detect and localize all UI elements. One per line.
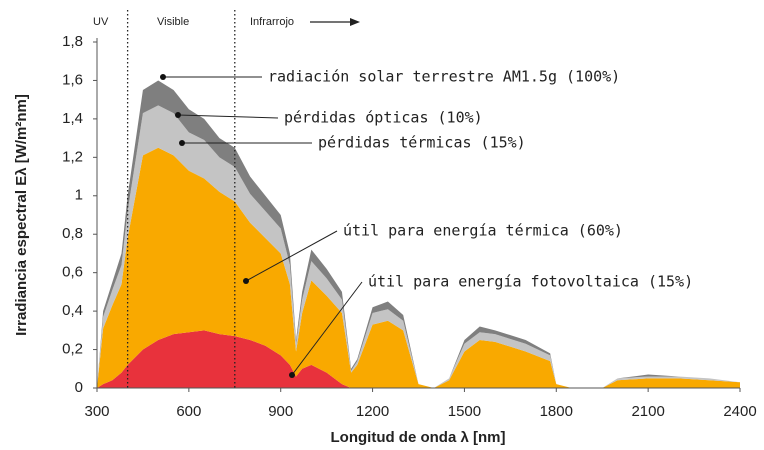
region-label: Infrarrojo	[250, 16, 294, 28]
annotation-dot	[175, 112, 181, 118]
x-tick-label: 900	[268, 403, 293, 420]
annotation-dot	[179, 140, 185, 146]
y-tick-label: 1,6	[62, 71, 83, 88]
annotation: pérdidas térmicas (15%)	[318, 134, 526, 152]
y-tick-label: 1,8	[62, 33, 83, 50]
annotation-dot	[289, 372, 295, 378]
annotation-line	[177, 114, 279, 119]
annotation-line	[245, 230, 338, 282]
annotation-line	[291, 281, 363, 376]
y-tick-label: 1	[75, 187, 83, 204]
arrow-head	[350, 18, 360, 26]
x-tick-label: 600	[176, 403, 201, 420]
annotation: pérdidas ópticas (10%)	[284, 109, 483, 127]
annotation-dot	[243, 278, 249, 284]
annotation: útil para energía fotovoltaica (15%)	[368, 273, 693, 291]
x-tick-label: 2100	[631, 403, 664, 420]
x-tick-label: 1800	[540, 403, 573, 420]
x-tick-label: 2400	[723, 403, 756, 420]
area	[97, 330, 740, 388]
y-tick-label: 0,6	[62, 264, 83, 281]
area	[97, 105, 740, 388]
annotation: útil para energía térmica (60%)	[343, 222, 623, 240]
y-tick-label: 0,8	[62, 225, 83, 242]
y-tick-label: 1,2	[62, 148, 83, 165]
annotation-dot	[160, 74, 166, 80]
annotation: radiación solar terrestre AM1.5g (100%)	[268, 68, 620, 86]
x-tick-label: 300	[84, 403, 109, 420]
x-axis-label: Longitud de onda λ [nm]	[331, 429, 506, 446]
y-axis-label: Irradiancia espectral Eλ [W/m²nm]	[13, 94, 30, 336]
region-label: Visible	[157, 16, 189, 28]
x-tick-label: 1500	[448, 403, 481, 420]
area	[97, 147, 740, 388]
y-tick-label: 0,4	[62, 302, 83, 319]
y-tick-label: 0	[75, 379, 83, 396]
x-tick-label: 1200	[356, 403, 389, 420]
y-tick-label: 1,4	[62, 110, 83, 127]
region-label: UV	[93, 16, 109, 28]
y-tick-label: 0,2	[62, 341, 83, 358]
